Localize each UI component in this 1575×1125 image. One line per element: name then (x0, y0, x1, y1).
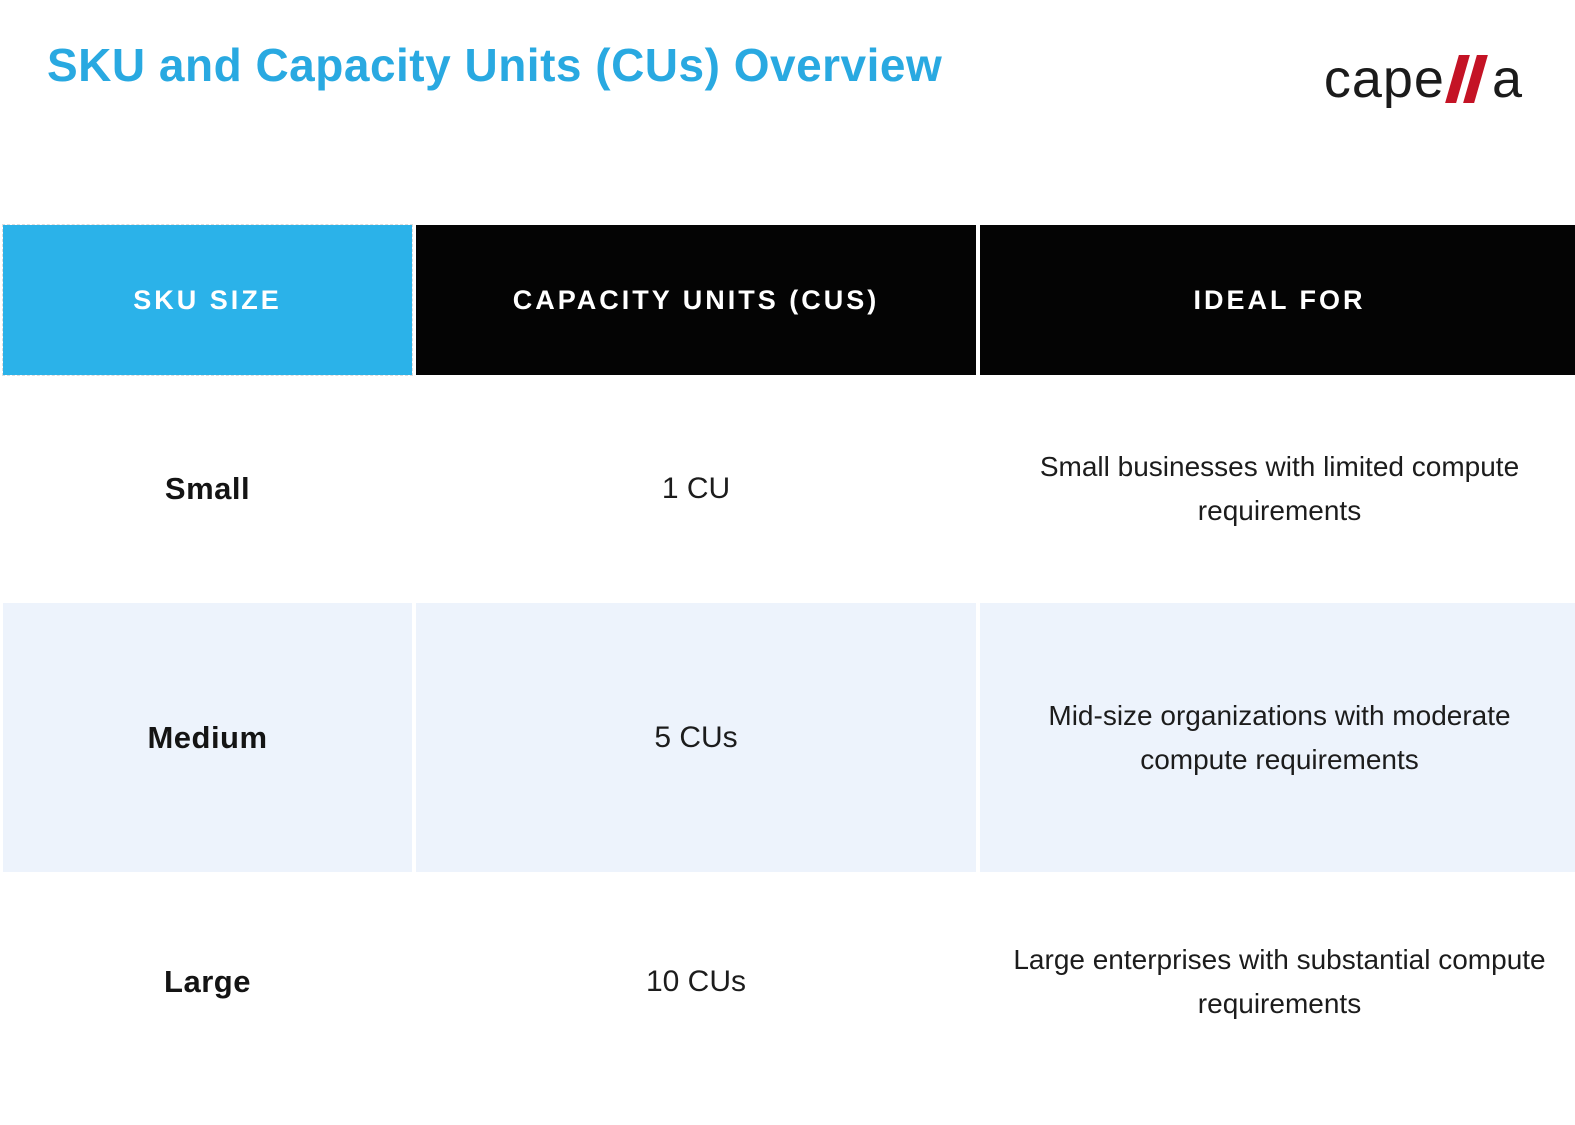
ideal-for-value: Mid-size organizations with moderate com… (1048, 699, 1511, 775)
table-cell-ideal-medium: Mid-size organizations with moderate com… (980, 603, 1575, 872)
ideal-for-value: Large enterprises with substantial compu… (1013, 944, 1546, 1019)
table-cell-ideal-small: Small businesses with limited compute re… (980, 377, 1575, 601)
sku-size-value: Large (164, 964, 251, 999)
logo-double-slash-icon (1445, 55, 1488, 103)
sku-size-value: Medium (147, 719, 268, 755)
column-header-capacity-units: CAPACITY UNITS (CUS) (416, 225, 976, 375)
page-title: SKU and Capacity Units (CUs) Overview (47, 39, 943, 91)
table-cell-cus-medium: 5 CUs (416, 603, 976, 872)
table-cell-sku-medium: Medium (3, 603, 412, 872)
table-cell-cus-large: 10 CUs (416, 874, 976, 1090)
capacity-units-value: 5 CUs (654, 720, 738, 754)
column-header-label: SKU SIZE (133, 284, 282, 315)
capella-logo: cape a (1324, 48, 1523, 110)
table-cell-sku-small: Small (3, 377, 412, 601)
capacity-units-value: 10 CUs (645, 965, 747, 998)
logo-text-a: a (1491, 49, 1523, 109)
table-cell-cus-small: 1 CU (416, 377, 976, 601)
capacity-units-value: 1 CU (661, 472, 731, 505)
column-header-ideal-for: IDEAL FOR (980, 225, 1575, 375)
ideal-for-value: Small businesses with limited compute re… (1039, 451, 1520, 526)
table-cell-ideal-large: Large enterprises with substantial compu… (980, 874, 1575, 1090)
column-header-label: IDEAL FOR (1193, 284, 1366, 315)
sku-size-value: Small (164, 471, 251, 506)
column-header-sku-size: SKU SIZE (2, 224, 413, 376)
sku-capacity-table: SKU SIZE CAPACITY UNITS (CUS) IDEAL FOR … (2, 224, 1575, 1090)
logo-text-cape: cape (1323, 49, 1445, 109)
column-header-label: CAPACITY UNITS (CUS) (512, 284, 880, 315)
table-cell-sku-large: Large (3, 874, 412, 1090)
